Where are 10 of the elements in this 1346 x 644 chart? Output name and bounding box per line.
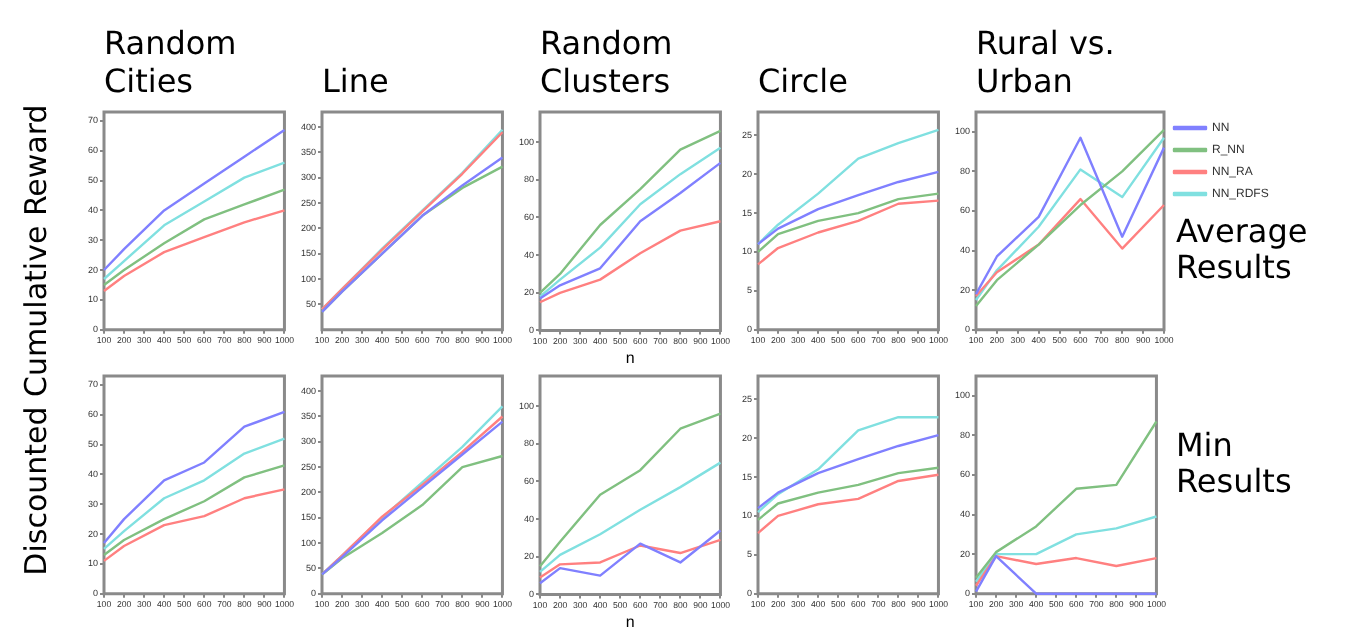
y-axis-title: Discounted Cumulative Reward (18, 104, 54, 576)
chart-title: Random Clusters (540, 22, 675, 100)
chart-title: Line (322, 59, 391, 100)
x-axis-title: n (625, 612, 635, 631)
text: Average Results (1176, 212, 1310, 288)
chart-title: Rural vs. Urban (976, 22, 1117, 100)
chart-title: Circle (758, 59, 850, 100)
x-axis-title: n (625, 348, 635, 367)
text: Min Results (1176, 426, 1294, 502)
chart-title: Random Cities (104, 22, 239, 100)
